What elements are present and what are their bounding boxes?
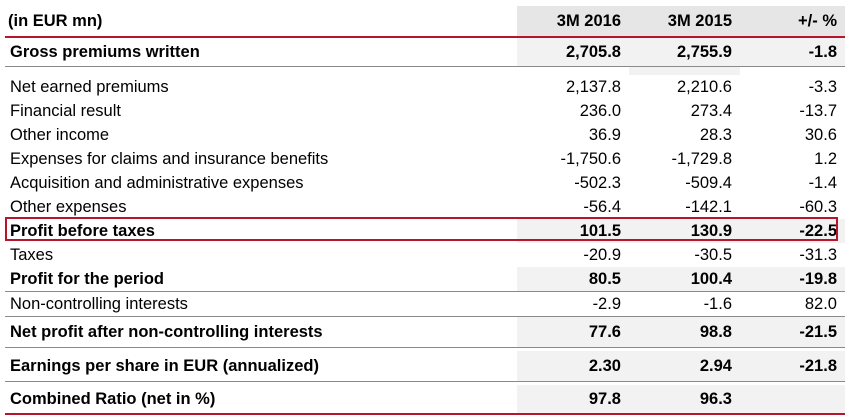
row-label: Net earned premiums xyxy=(10,77,169,96)
value-3m-2016: 101.5 xyxy=(517,219,629,243)
value-change: -1.4 xyxy=(808,173,837,192)
table-row: Financial result 236.0 273.4 -13.7 xyxy=(5,99,845,123)
value-change: -60.3 xyxy=(799,197,837,216)
value-3m-2015: 96.3 xyxy=(629,385,740,413)
row-label: Non-controlling interests xyxy=(10,294,188,313)
table-row: Other expenses -56.4 -142.1 -60.3 xyxy=(5,195,845,219)
divider xyxy=(5,381,845,385)
table-row: Profit for the period 80.5 100.4 -19.8 xyxy=(5,267,845,292)
row-label: Profit for the period xyxy=(10,269,164,288)
col-header-3m-2015: 3M 2015 xyxy=(629,6,740,36)
table-row: Gross premiums written 2,705.8 2,755.9 -… xyxy=(5,38,845,66)
value-3m-2015: 130.9 xyxy=(629,219,740,243)
value-change: -1.8 xyxy=(740,38,845,66)
value-3m-2016: -1,750.6 xyxy=(560,149,621,168)
value-3m-2015: 273.4 xyxy=(690,101,732,120)
value-3m-2015: 2,210.6 xyxy=(676,77,732,96)
value-3m-2016: -2.9 xyxy=(592,294,621,313)
value-change: -31.3 xyxy=(799,245,837,264)
value-3m-2015: 2,755.9 xyxy=(629,38,740,66)
unit-label: (in EUR mn) xyxy=(8,11,103,30)
value-change: -21.8 xyxy=(740,351,845,381)
row-label: Acquisition and administrative expenses xyxy=(10,173,304,192)
row-label: Combined Ratio (net in %) xyxy=(10,389,216,408)
table-header: (in EUR mn) 3M 2016 3M 2015 +/- % xyxy=(5,6,845,38)
value-3m-2015: 28.3 xyxy=(699,125,732,144)
row-label: Other expenses xyxy=(10,197,127,216)
col-header-change: +/- % xyxy=(740,6,845,36)
value-3m-2015: 98.8 xyxy=(629,317,740,347)
value-change: 82.0 xyxy=(804,294,837,313)
table-row: Taxes -20.9 -30.5 -31.3 xyxy=(5,243,845,267)
value-3m-2016: 236.0 xyxy=(579,101,621,120)
row-label: Financial result xyxy=(10,101,121,120)
row-label: Gross premiums written xyxy=(10,42,200,61)
col-header-3m-2016: 3M 2016 xyxy=(517,6,629,36)
value-3m-2015: -509.4 xyxy=(685,173,732,192)
table-row-highlighted: Profit before taxes 101.5 130.9 -22.5 xyxy=(5,219,845,243)
value-3m-2015: -1,729.8 xyxy=(671,149,732,168)
value-change: 1.2 xyxy=(814,149,837,168)
table-row: Earnings per share in EUR (annualized) 2… xyxy=(5,351,845,381)
table-row: Non-controlling interests -2.9 -1.6 82.0 xyxy=(5,292,845,317)
value-change xyxy=(740,385,845,413)
value-3m-2015: -30.5 xyxy=(694,245,732,264)
value-3m-2016: 2,137.8 xyxy=(565,77,621,96)
financial-table: (in EUR mn) 3M 2016 3M 2015 +/- % Gross … xyxy=(5,6,845,415)
value-3m-2015: -142.1 xyxy=(685,197,732,216)
value-change: -21.5 xyxy=(740,317,845,347)
value-3m-2016: -502.3 xyxy=(574,173,621,192)
row-label: Profit before taxes xyxy=(10,221,155,240)
table-row: Combined Ratio (net in %) 97.8 96.3 xyxy=(5,385,845,415)
row-label: Earnings per share in EUR (annualized) xyxy=(10,356,319,375)
value-3m-2016: 77.6 xyxy=(517,317,629,347)
table-row: Other income 36.9 28.3 30.6 xyxy=(5,123,845,147)
row-label: Taxes xyxy=(10,245,54,264)
spacer xyxy=(5,66,845,75)
value-change: -13.7 xyxy=(799,101,837,120)
value-3m-2016: 80.5 xyxy=(517,267,629,291)
value-3m-2016: -20.9 xyxy=(583,245,621,264)
value-3m-2015: 100.4 xyxy=(629,267,740,291)
table-row: Acquisition and administrative expenses … xyxy=(5,171,845,195)
value-3m-2016: -56.4 xyxy=(583,197,621,216)
divider xyxy=(5,347,845,351)
value-change: -19.8 xyxy=(740,267,845,291)
value-3m-2016: 36.9 xyxy=(588,125,621,144)
row-label: Net profit after non-controlling interes… xyxy=(10,322,323,341)
value-3m-2016: 2,705.8 xyxy=(517,38,629,66)
value-change: -3.3 xyxy=(808,77,837,96)
table-row: Expenses for claims and insurance benefi… xyxy=(5,147,845,171)
table-row: Net profit after non-controlling interes… xyxy=(5,317,845,347)
value-3m-2016: 2.30 xyxy=(517,351,629,381)
value-change: 30.6 xyxy=(804,125,837,144)
row-label: Other income xyxy=(10,125,110,144)
value-3m-2016: 97.8 xyxy=(517,385,629,413)
value-change: -22.5 xyxy=(740,219,845,243)
value-3m-2015: 2.94 xyxy=(629,351,740,381)
table-row: Net earned premiums 2,137.8 2,210.6 -3.3 xyxy=(5,75,845,99)
row-label: Expenses for claims and insurance benefi… xyxy=(10,149,329,168)
value-3m-2015: -1.6 xyxy=(703,294,732,313)
